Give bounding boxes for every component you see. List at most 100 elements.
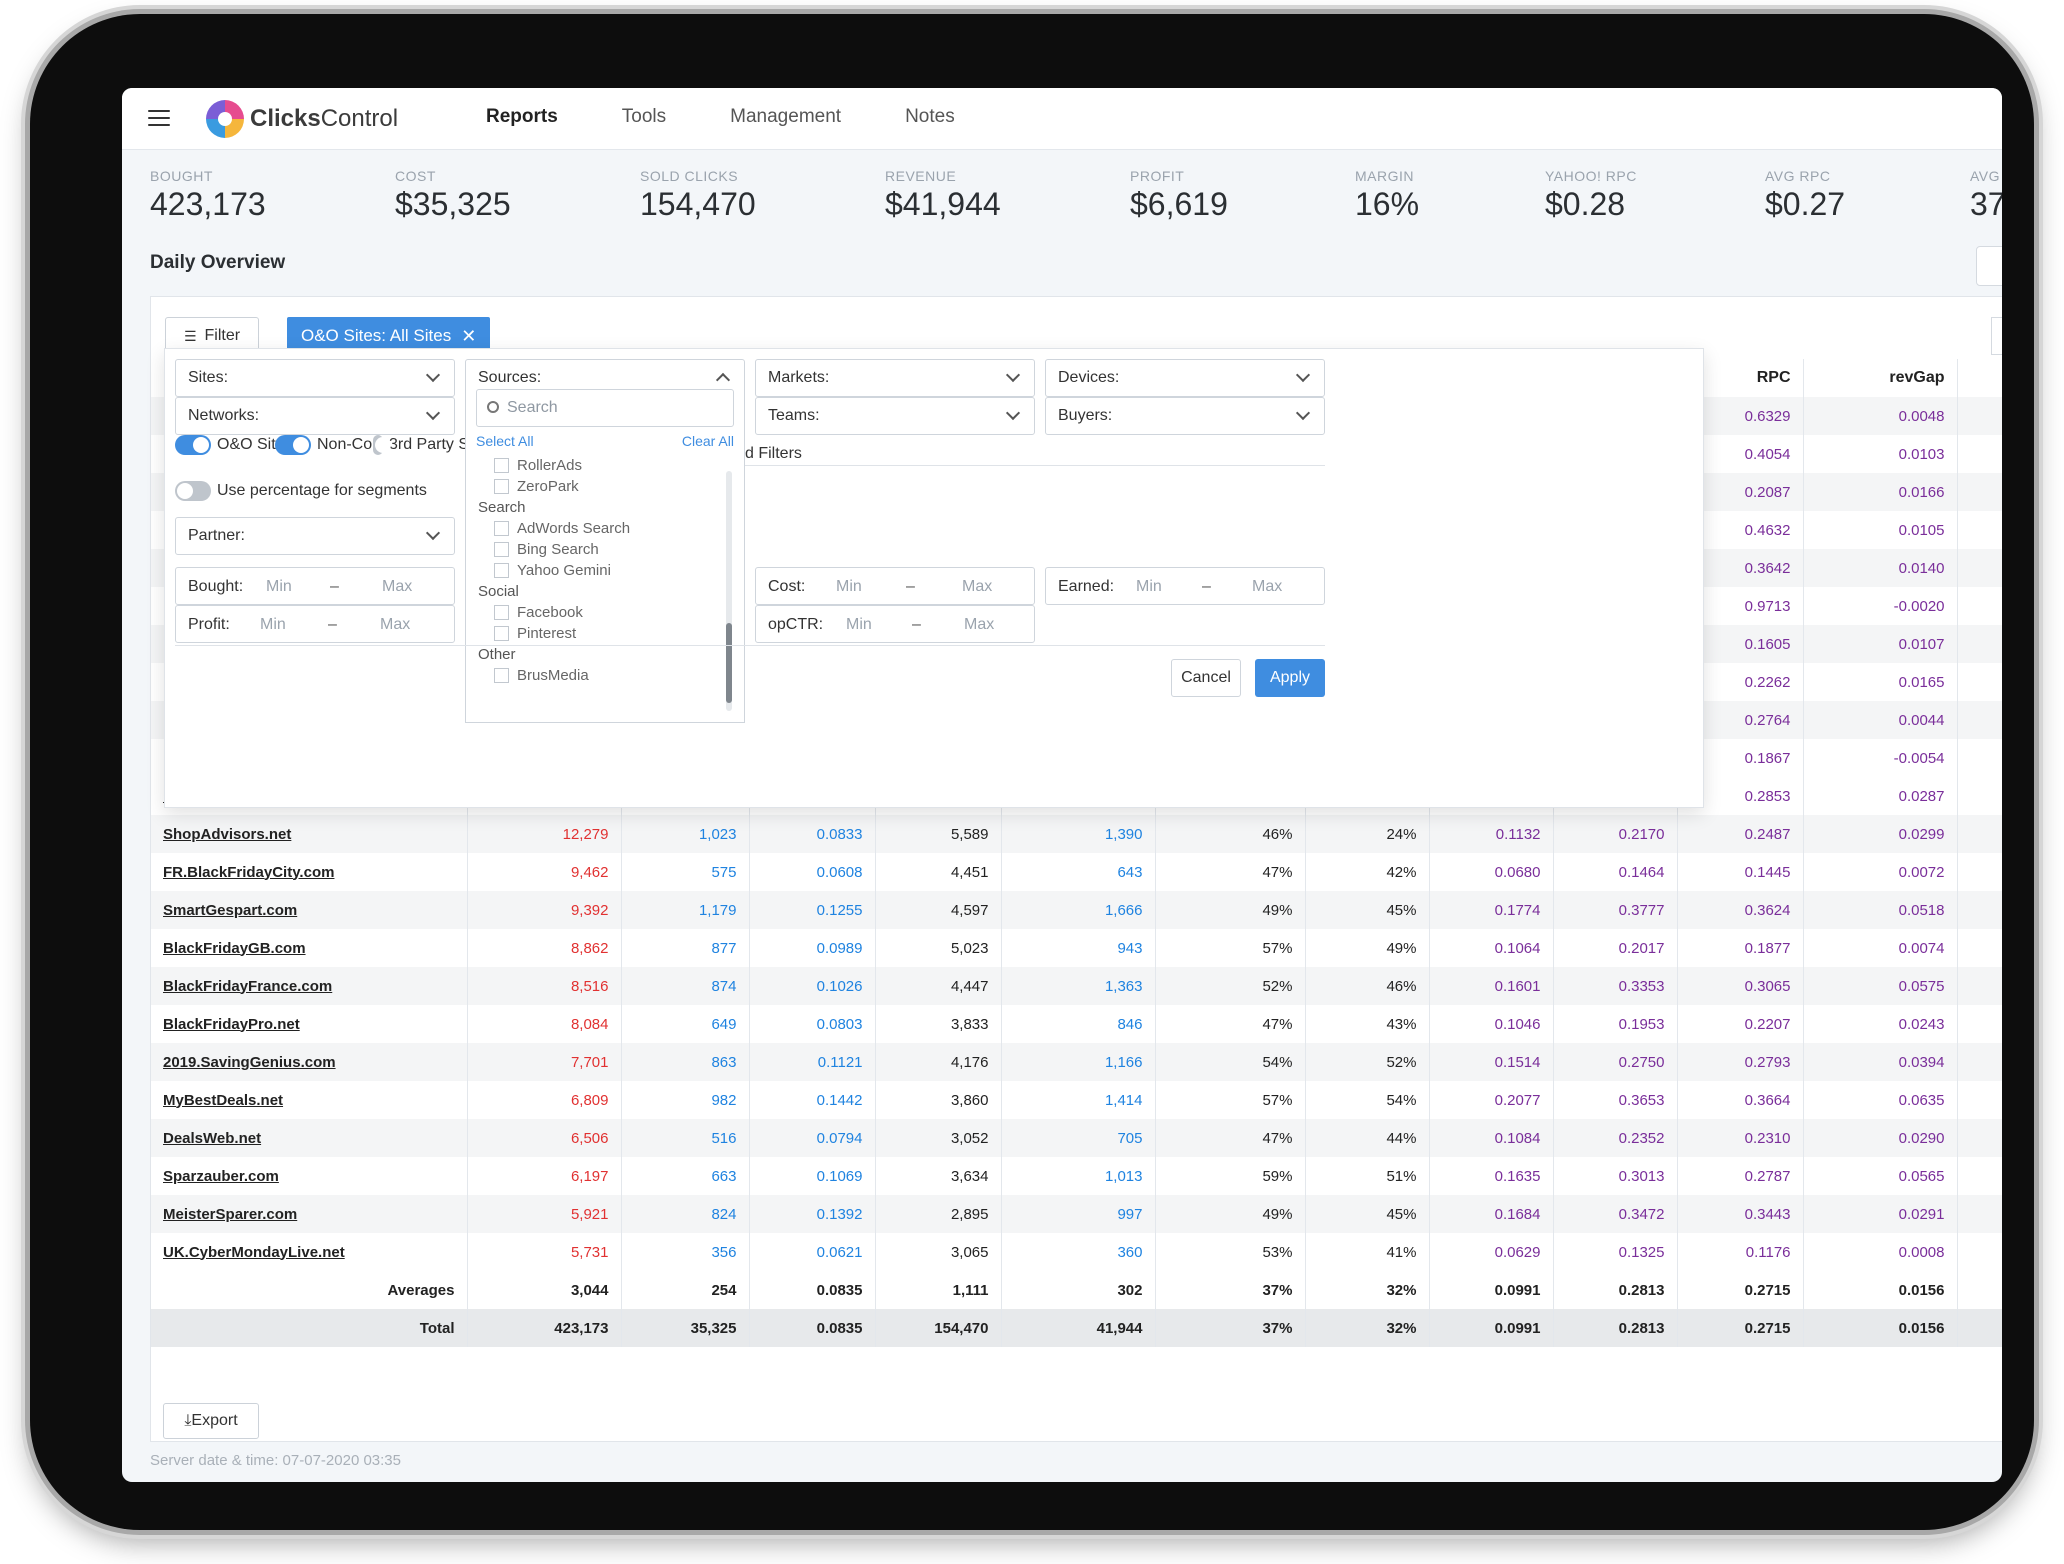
source-option[interactable]: Bing Search bbox=[494, 541, 599, 558]
checkbox[interactable] bbox=[494, 542, 509, 557]
site-link[interactable]: BlackFridayPro.net bbox=[151, 1005, 468, 1043]
toggle-oo-sites[interactable]: O&O Sites bbox=[175, 435, 293, 455]
table-row[interactable]: MeisterSparer.com 5,921 824 0.1392 2,895 997 4… bbox=[151, 1195, 2002, 1233]
table-row[interactable]: ShopAdvisors.net 12,279 1,023 0.0833 5,589 1,… bbox=[151, 815, 2002, 853]
advanced-filters-tab[interactable]: d Filters bbox=[745, 445, 802, 462]
switch-on[interactable] bbox=[175, 435, 211, 455]
profit-range[interactable]: Profit: Min – Max bbox=[175, 605, 455, 643]
max-input[interactable]: Max bbox=[380, 616, 411, 633]
cost-range[interactable]: Cost: Min – Max bbox=[755, 567, 1035, 605]
checkbox[interactable] bbox=[494, 605, 509, 620]
nav-management[interactable]: Management bbox=[730, 106, 842, 127]
source-option[interactable]: BrusMedia bbox=[494, 667, 589, 684]
logo[interactable]: ClicksControl bbox=[206, 100, 398, 138]
scroll-thumb[interactable] bbox=[726, 623, 732, 703]
bought-range[interactable]: Bought: Min – Max bbox=[175, 567, 455, 605]
table-row[interactable]: Sparzauber.com 6,197 663 0.1069 3,634 1,013 59… bbox=[151, 1157, 2002, 1195]
nav-notes[interactable]: Notes bbox=[905, 106, 955, 127]
min-input[interactable]: Min bbox=[836, 578, 862, 595]
opctr-range[interactable]: opCTR: Min – Max bbox=[755, 605, 1035, 643]
site-link[interactable]: BlackFridayFrance.com bbox=[151, 967, 468, 1005]
kpi-value: 16% bbox=[1355, 186, 1420, 222]
hamburger-menu-icon[interactable] bbox=[148, 110, 170, 128]
checkbox[interactable] bbox=[494, 563, 509, 578]
earned-range[interactable]: Earned: Min – Max bbox=[1045, 567, 1325, 605]
table-cell: 705 bbox=[1001, 1119, 1156, 1157]
checkbox[interactable] bbox=[494, 479, 509, 494]
sources-search-input[interactable]: Search bbox=[476, 389, 734, 427]
table-row[interactable]: 2019.SavingGenius.com 7,701 863 0.1121 4,176… bbox=[151, 1043, 2002, 1081]
table-cell: 0.0608 bbox=[749, 853, 876, 891]
col-revgap[interactable]: revGap bbox=[1803, 359, 1958, 397]
switch-off[interactable] bbox=[175, 481, 211, 501]
table-cell: 0.0290 bbox=[1803, 1119, 1958, 1157]
table-cell bbox=[1957, 435, 2002, 473]
min-input[interactable]: Min bbox=[846, 616, 872, 633]
table-cell: 45% bbox=[1305, 891, 1430, 929]
networks-select[interactable]: Networks: bbox=[175, 397, 455, 435]
source-option[interactable]: Facebook bbox=[494, 604, 583, 621]
site-link[interactable]: 2019.SavingGenius.com bbox=[151, 1043, 468, 1081]
checkbox[interactable] bbox=[494, 626, 509, 641]
table-row[interactable]: UK.CyberMondayLive.net 5,731 356 0.0621 3,06… bbox=[151, 1233, 2002, 1271]
calendar-button[interactable] bbox=[1976, 246, 2002, 286]
table-row[interactable]: MyBestDeals.net 6,809 982 0.1442 3,860 1,414 5… bbox=[151, 1081, 2002, 1119]
table-row[interactable]: FR.BlackFridayCity.com 9,462 575 0.0608 4,45… bbox=[151, 853, 2002, 891]
partner-select[interactable]: Partner: bbox=[175, 517, 455, 555]
cancel-button[interactable]: Cancel bbox=[1171, 659, 1241, 697]
site-link[interactable]: MeisterSparer.com bbox=[151, 1195, 468, 1233]
switch-on[interactable] bbox=[275, 435, 311, 455]
dropdown-scrollbar[interactable] bbox=[726, 471, 732, 711]
source-option[interactable]: Yahoo Gemini bbox=[494, 562, 611, 579]
close-icon[interactable]: ✕ bbox=[461, 325, 477, 346]
table-row[interactable]: BlackFridayFrance.com 8,516 874 0.1026 4,447… bbox=[151, 967, 2002, 1005]
markets-label: Markets: bbox=[768, 369, 830, 386]
table-cell: 0.1635 bbox=[1429, 1157, 1554, 1195]
select-all-link[interactable]: Select All bbox=[476, 433, 534, 449]
table-cell: 360 bbox=[1001, 1233, 1156, 1271]
min-input[interactable]: Min bbox=[266, 578, 292, 595]
min-input[interactable]: Min bbox=[1136, 578, 1162, 595]
buyers-select[interactable]: Buyers: bbox=[1045, 397, 1325, 435]
site-link[interactable]: UK.CyberMondayLive.net bbox=[151, 1233, 468, 1271]
checkbox[interactable] bbox=[494, 458, 509, 473]
table-row[interactable]: DealsWeb.net 6,506 516 0.0794 3,052 705 47% 44%… bbox=[151, 1119, 2002, 1157]
checkbox[interactable] bbox=[494, 521, 509, 536]
site-link[interactable]: FR.BlackFridayCity.com bbox=[151, 853, 468, 891]
site-link[interactable]: MyBestDeals.net bbox=[151, 1081, 468, 1119]
max-input[interactable]: Max bbox=[964, 616, 995, 633]
switch-off[interactable] bbox=[373, 435, 391, 455]
site-link[interactable]: DealsWeb.net bbox=[151, 1119, 468, 1157]
table-cell bbox=[1957, 1081, 2002, 1119]
markets-select[interactable]: Markets: bbox=[755, 359, 1035, 397]
site-link[interactable]: SmartGespart.com bbox=[151, 891, 468, 929]
table-row[interactable]: BlackFridayGB.com 8,862 877 0.0989 5,023 943 5… bbox=[151, 929, 2002, 967]
apply-button[interactable]: Apply bbox=[1255, 659, 1325, 697]
toggle-3rd-party[interactable]: 3rd Party S bbox=[373, 435, 469, 455]
nav-tools[interactable]: Tools bbox=[621, 106, 667, 127]
max-input[interactable]: Max bbox=[382, 578, 413, 595]
checkbox[interactable] bbox=[494, 668, 509, 683]
nav-reports[interactable]: Reports bbox=[486, 106, 558, 127]
toggle-non-core[interactable]: Non-Core bbox=[275, 435, 386, 455]
min-input[interactable]: Min bbox=[260, 616, 286, 633]
source-option[interactable]: Pinterest bbox=[494, 625, 576, 642]
table-row[interactable]: SmartGespart.com 9,392 1,179 0.1255 4,597 1,6… bbox=[151, 891, 2002, 929]
devices-select[interactable]: Devices: bbox=[1045, 359, 1325, 397]
site-link[interactable]: Sparzauber.com bbox=[151, 1157, 468, 1195]
source-option[interactable]: RollerAds bbox=[494, 457, 582, 474]
table-cell: 32% bbox=[1305, 1309, 1430, 1347]
teams-select[interactable]: Teams: bbox=[755, 397, 1035, 435]
max-input[interactable]: Max bbox=[962, 578, 993, 595]
export-button[interactable]: ⤓ Export bbox=[163, 1403, 259, 1439]
sites-select[interactable]: Sites: bbox=[175, 359, 455, 397]
table-row[interactable]: BlackFridayPro.net 8,084 649 0.0803 3,833 846… bbox=[151, 1005, 2002, 1043]
max-input[interactable]: Max bbox=[1252, 578, 1283, 595]
source-option[interactable]: ZeroPark bbox=[494, 478, 579, 495]
clear-all-link[interactable]: Clear All bbox=[681, 433, 734, 449]
site-link[interactable]: ShopAdvisors.net bbox=[151, 815, 468, 853]
site-link[interactable]: BlackFridayGB.com bbox=[151, 929, 468, 967]
columns-button[interactable] bbox=[1991, 317, 2002, 355]
toggle-use-percentage[interactable]: Use percentage for segments bbox=[175, 481, 427, 501]
source-option[interactable]: AdWords Search bbox=[494, 520, 630, 537]
